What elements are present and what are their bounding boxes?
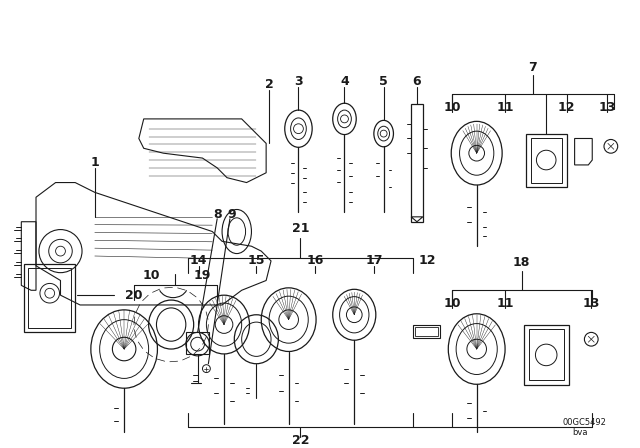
Text: 13: 13 [582,297,600,310]
Text: 21: 21 [292,222,309,235]
Text: 19: 19 [194,269,211,282]
Bar [186,332,209,354]
Text: 15: 15 [248,254,265,267]
Bar [529,329,564,380]
Text: 17: 17 [365,254,383,267]
Text: 3: 3 [294,75,303,88]
Text: 18: 18 [513,256,531,269]
Text: 10: 10 [444,101,461,114]
Text: 6: 6 [413,75,421,88]
Bar [413,324,440,338]
Text: 00GC5492: 00GC5492 [563,418,607,427]
Text: 13: 13 [598,101,616,114]
Text: 16: 16 [307,254,324,267]
Bar [531,138,562,182]
Text: bva: bva [573,428,588,437]
Text: 5: 5 [380,75,388,88]
Text: 4: 4 [340,75,349,88]
Bar [28,268,71,328]
Bar [411,104,423,222]
Text: 20: 20 [125,289,143,302]
Bar [525,134,567,187]
Text: 7: 7 [528,60,537,73]
Text: 2: 2 [265,78,273,91]
Bar [24,264,75,332]
Text: 12: 12 [419,254,436,267]
Text: 14: 14 [190,254,207,267]
Text: 11: 11 [497,101,514,114]
Text: 1: 1 [90,156,99,169]
Text: 11: 11 [497,297,514,310]
Text: 12: 12 [558,101,575,114]
Bar [524,324,569,385]
Bar [415,327,438,336]
Text: 10: 10 [444,297,461,310]
Text: 10: 10 [143,269,160,282]
Text: 22: 22 [292,434,309,447]
Text: 8: 8 [213,208,221,221]
Text: 9: 9 [228,208,236,221]
